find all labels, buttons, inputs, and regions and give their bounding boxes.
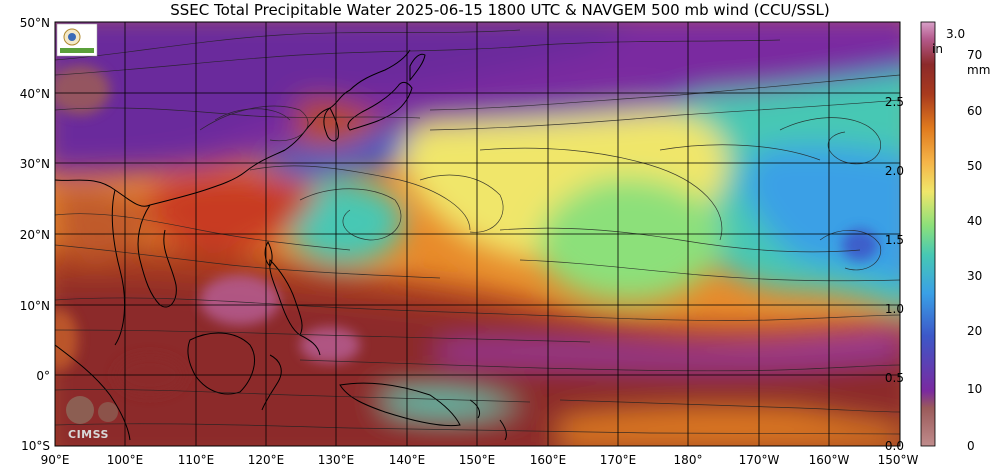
colorbar-in-tick: 2.5 [885, 95, 904, 109]
colorbar-mm-tick: 40 [967, 214, 982, 228]
colorbar-gradient [920, 21, 936, 447]
colorbar-in-tick: 0.0 [885, 439, 904, 453]
cimss-logo-text: CIMSS [68, 428, 109, 441]
lon-label: 140°E [389, 453, 426, 467]
lon-label: 110°E [178, 453, 215, 467]
lon-label: 100°E [107, 453, 144, 467]
colorbar-in-tick: 1.5 [885, 233, 904, 247]
lat-label: 10°S [21, 439, 50, 453]
colorbar-mm-tick: 30 [967, 269, 982, 283]
lat-labels: 50°N 40°N 30°N 20°N 10°N 0° 10°S [20, 16, 50, 453]
figure-title: SSEC Total Precipitable Water 2025-06-15… [170, 1, 830, 19]
lat-lon-grid [55, 22, 900, 446]
lon-label: 130°E [318, 453, 355, 467]
lon-label: 170°E [600, 453, 637, 467]
lon-label: 150°E [459, 453, 496, 467]
colorbar: 3.0 in 2.5 2.0 1.5 1.0 0.5 0.0 70 mm 60 … [885, 21, 990, 453]
colorbar-mm-tick: 20 [967, 324, 982, 338]
lon-label: 160°W [809, 453, 850, 467]
lon-label: 170°W [739, 453, 780, 467]
colorbar-mm-tick: 10 [967, 382, 982, 396]
lat-label: 10°N [20, 299, 50, 313]
lon-label: 150°W [878, 453, 919, 467]
coastlines [55, 49, 507, 441]
colorbar-in-unit: in [932, 42, 943, 56]
colorbar-in-tick: 2.0 [885, 164, 904, 178]
lon-label: 160°E [530, 453, 567, 467]
colorbar-in-tick: 1.0 [885, 302, 904, 316]
colorbar-mm-tick: 50 [967, 159, 982, 173]
lat-label: 20°N [20, 228, 50, 242]
colorbar-mm-tick: 0 [967, 439, 975, 453]
colorbar-mm-tick: 60 [967, 104, 982, 118]
colorbar-in-tick: 0.5 [885, 371, 904, 385]
map-frame [54, 21, 901, 447]
lon-label: 180° [674, 453, 703, 467]
lat-label: 40°N [20, 87, 50, 101]
colorbar-mm-unit: mm [967, 63, 990, 77]
lon-labels: 90°E 100°E 110°E 120°E 130°E 140°E 150°E… [41, 453, 919, 467]
lat-label: 0° [36, 369, 50, 383]
tpw-field [55, 22, 900, 446]
lat-label: 30°N [20, 157, 50, 171]
colorbar-in-tick: 3.0 [946, 27, 965, 41]
lat-label: 50°N [20, 16, 50, 30]
ssec-logo [56, 23, 98, 57]
colorbar-mm-tick: 70 [967, 48, 982, 62]
cimss-logo [66, 396, 118, 424]
lon-label: 90°E [41, 453, 70, 467]
lon-label: 120°E [248, 453, 285, 467]
